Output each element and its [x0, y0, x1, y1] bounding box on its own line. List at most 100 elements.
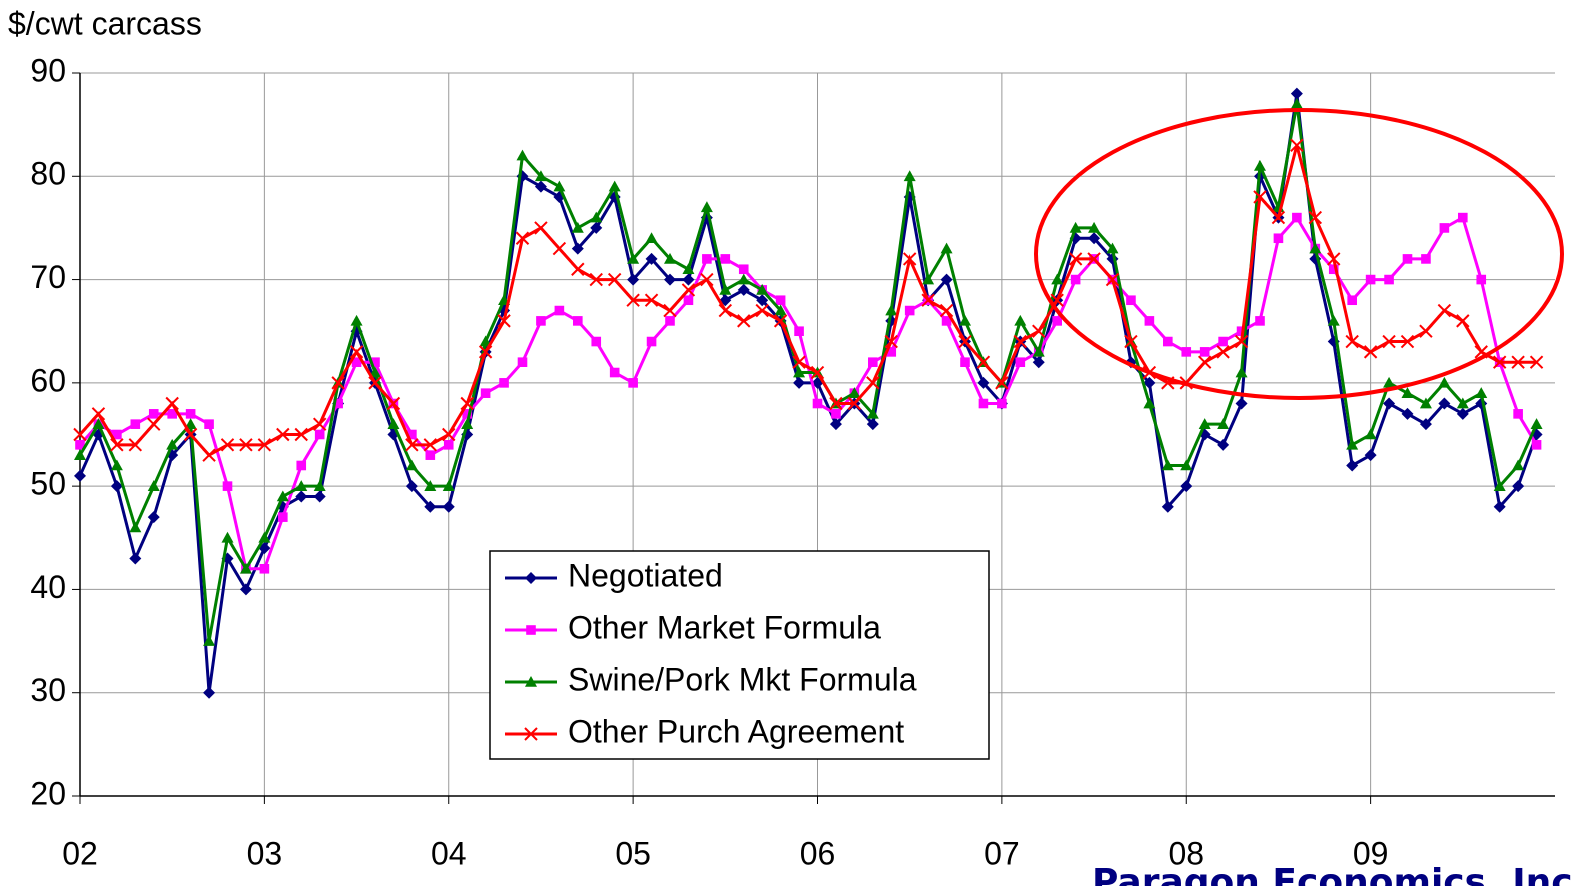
- point: [1292, 212, 1302, 223]
- point: [941, 316, 952, 326]
- point: [295, 480, 308, 491]
- point: [1493, 500, 1506, 513]
- point: [738, 264, 749, 275]
- highlight-ellipse: [1034, 108, 1564, 400]
- point: [1013, 334, 1028, 349]
- x-tick-label: 08: [1168, 835, 1204, 871]
- point: [589, 272, 603, 287]
- point: [499, 378, 509, 388]
- point: [793, 376, 806, 389]
- point: [644, 293, 659, 307]
- legend-label: Swine/Pork Mkt Formula: [568, 661, 917, 697]
- point: [793, 366, 806, 378]
- point: [718, 303, 733, 318]
- point: [590, 221, 603, 234]
- point: [407, 429, 417, 440]
- point: [184, 418, 197, 429]
- point: [702, 254, 712, 264]
- point: [73, 427, 87, 442]
- point: [1290, 138, 1304, 153]
- legend-marker: [526, 625, 536, 635]
- series: [75, 212, 1542, 574]
- point: [296, 460, 307, 471]
- point: [866, 407, 879, 419]
- point: [1458, 212, 1468, 223]
- point: [442, 480, 455, 491]
- y-tick-label: 70: [30, 259, 66, 295]
- point: [1511, 355, 1525, 369]
- point: [1106, 242, 1119, 254]
- point: [314, 429, 325, 440]
- point: [1439, 223, 1450, 233]
- point: [1513, 409, 1523, 419]
- point: [1143, 376, 1156, 389]
- point: [129, 521, 142, 533]
- point: [405, 459, 418, 471]
- point: [1144, 316, 1155, 326]
- point: [774, 304, 787, 316]
- point: [110, 459, 123, 471]
- point: [276, 490, 289, 502]
- point: [1217, 438, 1230, 451]
- point: [461, 418, 474, 429]
- point: [148, 409, 159, 419]
- point: [1512, 459, 1525, 471]
- point: [848, 387, 861, 398]
- point: [1383, 376, 1396, 388]
- point: [1032, 356, 1045, 369]
- point: [682, 273, 695, 286]
- point: [497, 314, 511, 328]
- point: [719, 283, 732, 295]
- point: [868, 357, 878, 367]
- point: [1476, 274, 1487, 285]
- point: [978, 398, 989, 409]
- point: [1105, 272, 1120, 287]
- point: [1290, 97, 1303, 109]
- point: [1419, 324, 1433, 338]
- legend-label: Other Purch Agreement: [568, 713, 904, 749]
- point: [1088, 232, 1101, 245]
- point: [571, 262, 585, 276]
- point: [239, 583, 252, 596]
- point: [204, 419, 214, 429]
- x-tick-label: 03: [247, 835, 283, 871]
- point: [1456, 407, 1469, 420]
- point: [921, 293, 935, 307]
- point: [147, 511, 160, 524]
- point: [756, 283, 769, 295]
- point: [1456, 314, 1470, 328]
- point: [1051, 273, 1064, 285]
- legend: Negotiated Other Market Formula Swine/Pork…: [489, 550, 990, 760]
- point: [831, 409, 841, 419]
- point: [700, 201, 713, 213]
- point: [220, 438, 235, 452]
- point: [1421, 254, 1431, 264]
- y-tick-label: 50: [30, 466, 66, 502]
- point: [112, 429, 122, 440]
- legend-label: Negotiated: [568, 557, 723, 593]
- point: [1493, 480, 1506, 491]
- point: [922, 273, 935, 285]
- point: [185, 409, 196, 419]
- point: [516, 149, 529, 161]
- point: [1308, 210, 1323, 225]
- point: [794, 326, 804, 337]
- point: [147, 480, 160, 491]
- point: [1438, 397, 1451, 410]
- point: [681, 283, 696, 297]
- point: [276, 427, 290, 442]
- point: [147, 417, 161, 431]
- x-tick-label: 09: [1353, 835, 1389, 871]
- point: [1309, 242, 1322, 254]
- y-axis-label: $/cwt carcass: [8, 5, 202, 41]
- point: [74, 449, 86, 460]
- point: [884, 334, 898, 349]
- point: [847, 396, 862, 411]
- point: [573, 316, 583, 326]
- point: [977, 376, 990, 389]
- point: [239, 562, 252, 574]
- point: [295, 490, 308, 503]
- point: [609, 367, 620, 378]
- point: [1328, 264, 1339, 275]
- point: [960, 357, 970, 367]
